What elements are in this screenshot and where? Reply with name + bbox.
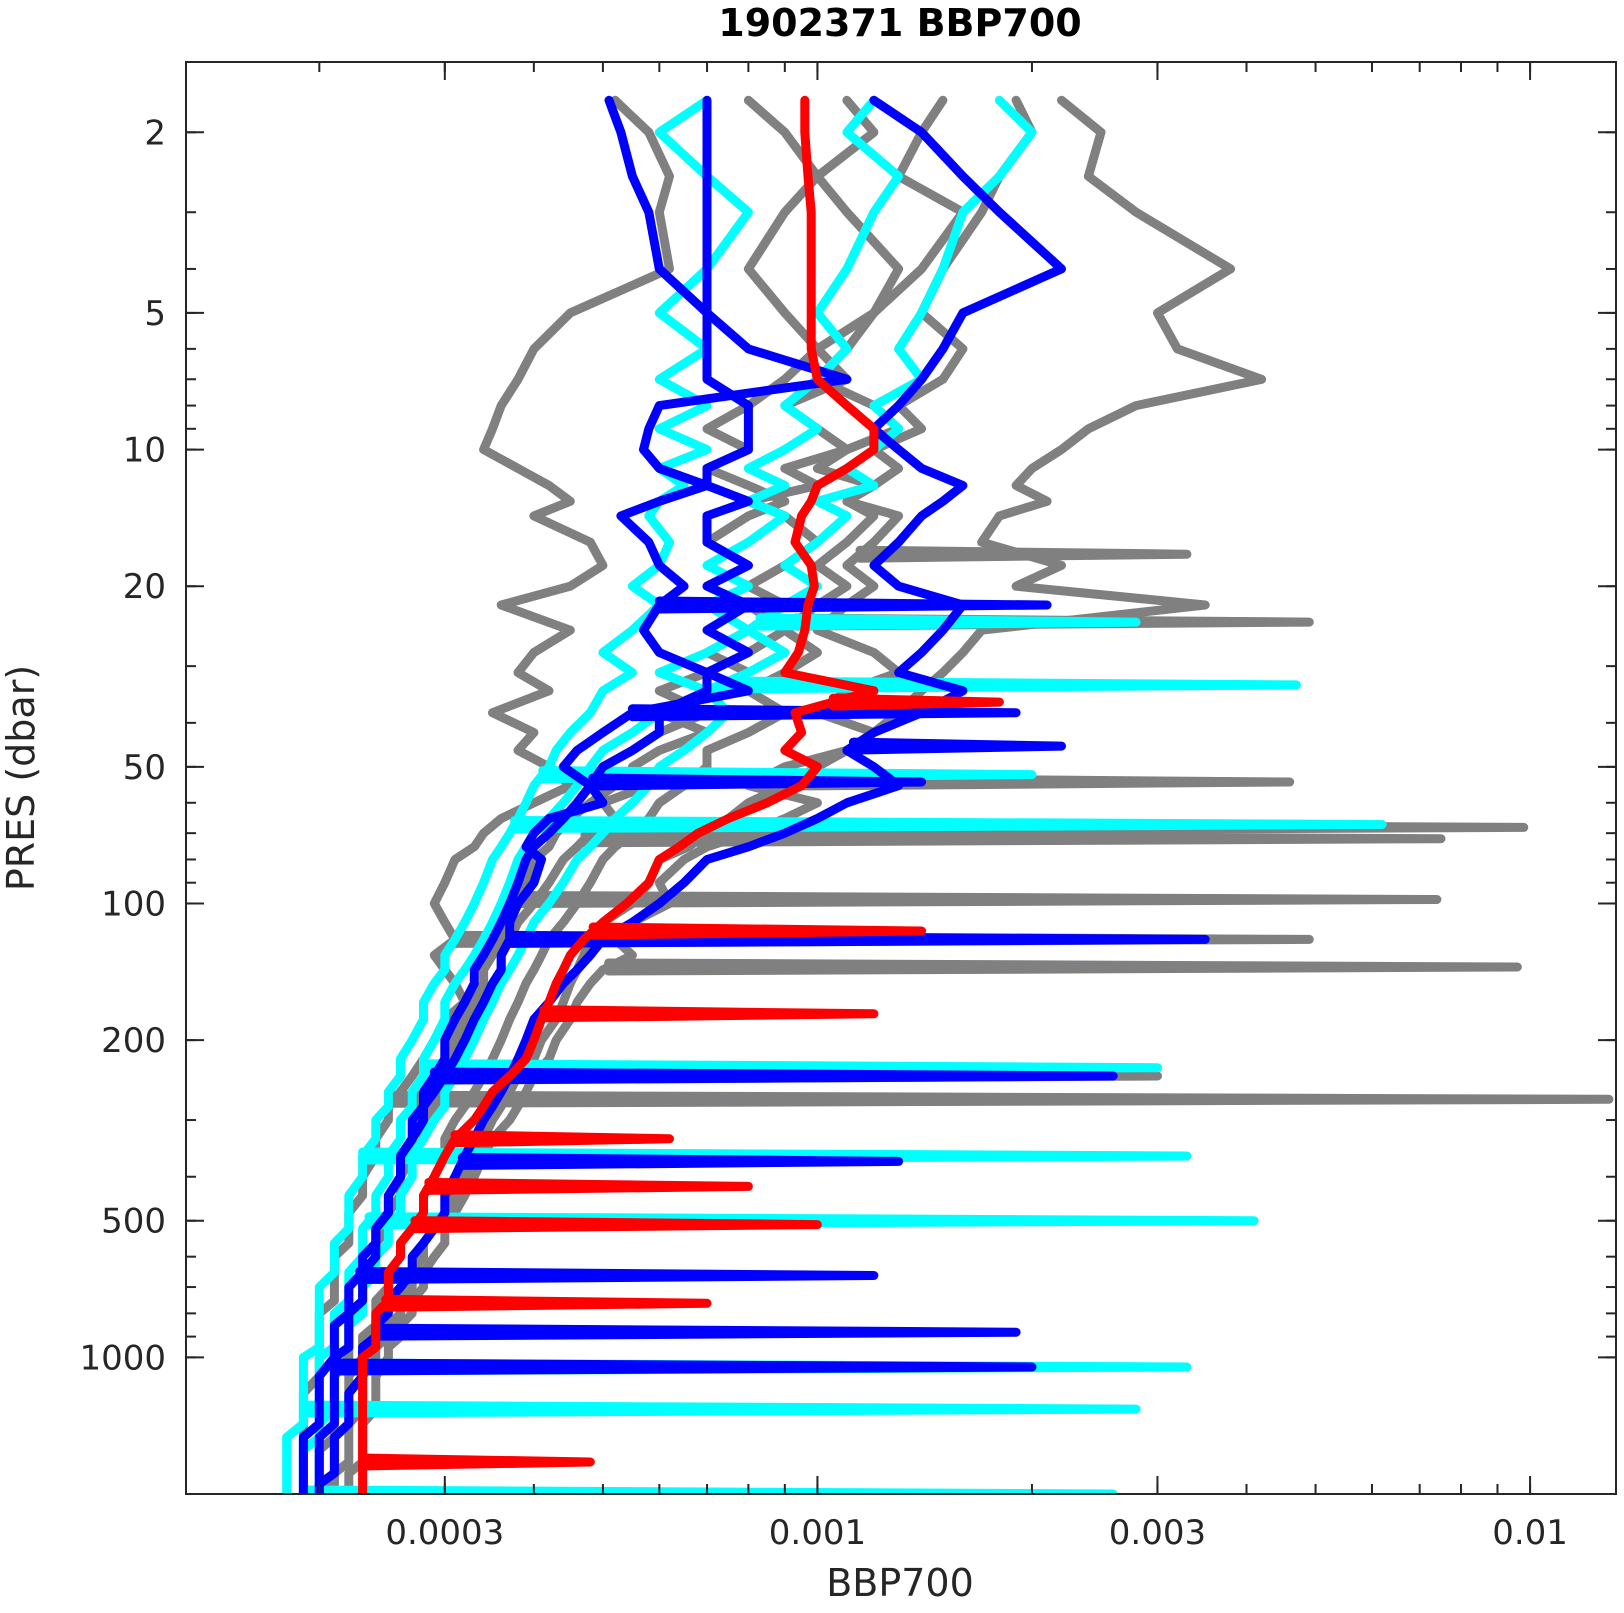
y-axis-label: PRES (dbar) [0,665,43,891]
red-spike [539,1005,879,1023]
gray-spike [855,545,1192,563]
blue-spike [355,1267,879,1284]
x-tick-label: 0.0003 [385,1513,504,1553]
x-tick-label: 0.001 [769,1513,866,1553]
red-spike [828,693,1004,711]
y-tick-label: 200 [101,1021,166,1061]
y-tick-label: 2 [144,113,166,153]
blue-spike [329,1358,1037,1376]
y-tick-label: 5 [144,294,166,334]
red-spike [410,1216,822,1234]
chart-title: 1902371 BBP700 [718,1,1081,45]
cyan-spike [715,676,1301,694]
x-tick-label: 0.01 [1492,1513,1568,1553]
blue-spike [429,1067,1118,1085]
y-tick-label: 20 [123,567,166,607]
y-tick-label: 10 [123,431,166,471]
profiles-group [282,95,1614,1494]
blue-profile-line [314,95,753,1494]
blue-profile-line [314,95,1066,1494]
red-spike [450,1130,674,1148]
cyan-spike [755,613,1141,631]
red-profile-line [358,95,879,1494]
gray-spike [389,1090,1614,1108]
axes-group: 0.0003 0.001 0.003 0.01 2 5 10 20 50 100 200 500 100… [79,61,1617,1553]
y-tick-label: 50 [123,748,166,788]
gray-spike [515,891,1442,908]
blue-spike [627,704,1021,722]
cyan-spike [298,1485,1118,1494]
blue-spike [457,1152,904,1170]
red-spike [588,922,927,940]
red-spike [358,1453,595,1471]
cyan-profile-line [282,95,753,1494]
red-spike [381,1294,712,1312]
cyan-spike [510,816,1387,833]
blue-spike [848,737,1066,755]
x-tick-label: 0.003 [1109,1513,1206,1553]
blue-spike [654,596,1052,614]
blue-spike [588,773,927,791]
gray-spike [604,958,1522,976]
blue-profile-line [298,95,852,1494]
red-spike [424,1177,753,1195]
y-tick-label: 100 [101,884,166,924]
blue-spike [371,1323,1021,1341]
x-axis-label: BBP700 [826,1561,974,1605]
plot-frame [185,61,1617,1495]
cyan-spike [298,1400,1141,1418]
y-tick-label: 1000 [79,1338,166,1378]
y-tick-label: 500 [101,1202,166,1242]
gray-spike [580,830,1446,848]
